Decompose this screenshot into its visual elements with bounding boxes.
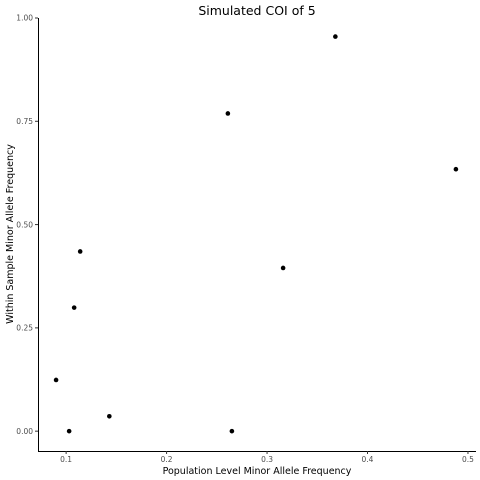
data-point-2 [66,428,72,434]
y-tick-label: 1.00 [16,14,33,23]
data-point-7 [229,428,235,434]
x-tick-label: 0.1 [60,455,72,464]
y-axis-title: Within Sample Minor Allele Frequency [5,144,16,324]
y-tick-label: 0.50 [16,220,33,229]
x-tick-label: 0.2 [161,455,173,464]
data-point-8 [280,265,286,271]
x-tick-label: 0.4 [362,455,374,464]
data-point-10 [453,166,459,172]
data-point-4 [77,249,83,254]
plot-area [53,34,459,434]
data-point-1 [53,377,59,383]
data-point-9 [333,34,338,39]
data-point-6 [225,111,231,116]
data-point-3 [71,305,77,310]
data-point-5 [107,413,112,419]
y-tick-label: 0.25 [16,324,33,333]
y-axis-ticks: 0.00 0.25 0.50 0.75 1.00 [16,14,38,436]
x-tick-label: 0.3 [261,455,273,464]
x-axis-title: Population Level Minor Allele Frequency [163,466,352,477]
y-tick-label: 0.00 [16,427,33,436]
y-tick-label: 0.75 [16,117,33,126]
chart-title: Simulated COI of 5 [198,3,315,18]
x-tick-label: 0.5 [462,455,474,464]
x-axis-ticks: 0.1 0.2 0.3 0.4 0.5 [60,451,474,464]
